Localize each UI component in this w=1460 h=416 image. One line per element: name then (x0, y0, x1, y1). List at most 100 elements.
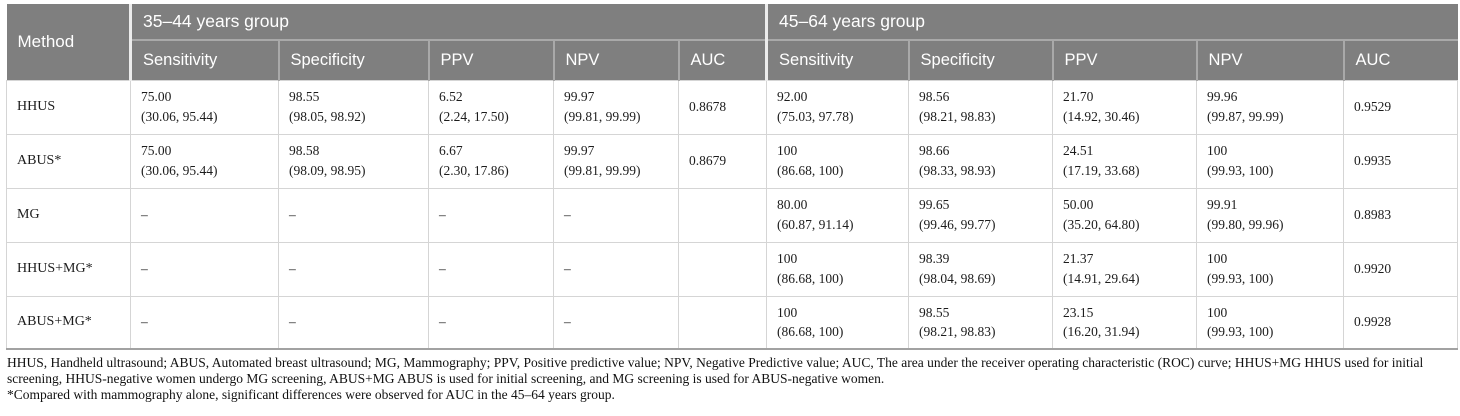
metric-value: 100 (777, 304, 798, 320)
results-table: Method 35–44 years group 45–64 years gro… (6, 4, 1459, 350)
metric-cell: 99.65 (99.46, 99.77) (908, 187, 1054, 243)
metric-value: 0.8983 (1354, 207, 1392, 223)
confidence-interval: (17.19, 33.68) (1063, 163, 1140, 178)
metric-cell: 100 (99.93, 100) (1196, 133, 1345, 189)
col-header-npv-1: NPV (552, 39, 679, 80)
metric-value: 21.37 (1063, 251, 1094, 267)
footnotes: HHUS, Handheld ultrasound; ABUS, Automat… (6, 355, 1457, 404)
metric-cell: 98.55 (98.21, 98.83) (908, 295, 1054, 350)
metric-value: – (141, 207, 148, 223)
metric-cell: 0.8679 (677, 133, 768, 189)
metric-value: – (289, 207, 296, 223)
col-header-specificity-2: Specificity (907, 39, 1053, 80)
confidence-interval: (98.04, 98.69) (919, 271, 996, 286)
metric-cell: 0.8983 (1343, 187, 1459, 243)
metric-value: 0.9935 (1354, 153, 1392, 169)
metric-value: 98.55 (289, 89, 320, 105)
method-cell: ABUS* (6, 133, 131, 189)
metric-cell: 75.00 (30.06, 95.44) (130, 133, 279, 189)
metric-cell: 100 (99.93, 100) (1196, 295, 1345, 350)
col-header-auc-1: AUC (677, 39, 767, 80)
metric-cell: 100 (86.68, 100) (766, 133, 910, 189)
metric-value: 6.52 (439, 89, 463, 105)
confidence-interval: (99.87, 99.99) (1207, 109, 1284, 124)
metric-cell: – (428, 187, 554, 243)
metric-cell (677, 241, 768, 297)
metric-cell (677, 295, 768, 350)
metric-value: – (564, 314, 571, 330)
metric-cell: – (428, 295, 554, 350)
col-header-ppv-1: PPV (427, 39, 554, 80)
metric-cell: 80.00 (60.87, 91.14) (766, 187, 910, 243)
table-header: Method 35–44 years group 45–64 years gro… (6, 4, 1458, 80)
footnote-significance: *Compared with mammography alone, signif… (7, 387, 615, 402)
metric-value: 75.00 (141, 89, 172, 105)
metric-cell: 0.9928 (1343, 295, 1459, 350)
confidence-interval: (98.05, 98.92) (289, 109, 366, 124)
metric-cell: – (553, 295, 679, 350)
metric-value: – (439, 261, 446, 277)
table-body: HHUS 75.00 (30.06, 95.44) 98.55 (98.05, 98.9… (6, 79, 1459, 350)
confidence-interval: (98.21, 98.83) (919, 324, 996, 340)
col-header-ppv-2: PPV (1051, 39, 1197, 80)
metric-cell: 100 (99.93, 100) (1196, 241, 1345, 297)
metric-cell: – (130, 187, 279, 243)
method-column-header: Method (6, 4, 131, 80)
metric-cell: – (428, 241, 554, 297)
metric-cell: 100 (86.68, 100) (766, 295, 910, 350)
table-row: ABUS* 75.00 (30.06, 95.44) 98.58 (98.09, 98.… (6, 133, 1459, 189)
group-header-35-44: 35–44 years group (128, 4, 767, 40)
metric-cell: 99.91 (99.80, 99.96) (1196, 187, 1345, 243)
metric-value: 100 (1207, 143, 1228, 159)
metric-cell: 98.39 (98.04, 98.69) (908, 241, 1054, 297)
metric-value: 50.00 (1063, 197, 1094, 213)
metric-cell: 21.37 (14.91, 29.64) (1052, 241, 1198, 297)
metric-value: 0.9920 (1354, 261, 1392, 277)
metric-value: – (439, 207, 446, 223)
col-header-sensitivity-2: Sensitivity (765, 39, 909, 80)
table-row: HHUS+MG* – – – –100 (86.68, 100) 98.39 (98.04, … (6, 241, 1459, 297)
metric-value: 98.55 (919, 304, 950, 320)
confidence-interval: (60.87, 91.14) (777, 217, 854, 232)
confidence-interval: (2.30, 17.86) (439, 163, 509, 178)
confidence-interval: (99.80, 99.96) (1207, 217, 1284, 232)
metric-value: 0.8679 (689, 153, 727, 169)
metric-cell: 23.15 (16.20, 31.94) (1052, 295, 1198, 350)
metric-cell: 98.66 (98.33, 98.93) (908, 133, 1054, 189)
table-row: MG – – – –80.00 (60.87, 91.14) 99.65 (99.46, 99… (6, 187, 1459, 243)
metric-value: 99.96 (1207, 89, 1238, 105)
metric-cell: 6.52 (2.24, 17.50) (428, 79, 554, 135)
col-header-specificity-1: Specificity (277, 39, 429, 80)
metric-cell: – (278, 187, 429, 243)
metric-value: 98.66 (919, 143, 950, 159)
metric-value: 98.58 (289, 143, 320, 159)
metric-cell: 75.00 (30.06, 95.44) (130, 79, 279, 135)
confidence-interval: (16.20, 31.94) (1063, 324, 1140, 340)
method-cell: MG (6, 187, 131, 243)
metric-cell: 98.56 (98.21, 98.83) (908, 79, 1054, 135)
group-header-45-64: 45–64 years group (765, 4, 1458, 40)
metric-value: 0.9529 (1354, 99, 1392, 115)
metric-cell: 0.9920 (1343, 241, 1459, 297)
confidence-interval: (35.20, 64.80) (1063, 217, 1140, 232)
metric-value: 99.65 (919, 197, 950, 213)
metric-value: 92.00 (777, 89, 808, 105)
metric-cell: – (130, 295, 279, 350)
metric-value: 100 (777, 143, 798, 159)
metric-value: 100 (1207, 251, 1228, 267)
metric-value: 0.8678 (689, 99, 727, 115)
confidence-interval: (86.68, 100) (777, 163, 844, 178)
method-cell: HHUS (6, 79, 131, 135)
confidence-interval: (30.06, 95.44) (141, 109, 218, 124)
metric-value: – (289, 314, 296, 330)
metric-value: 75.00 (141, 143, 172, 159)
footnote-abbreviations: HHUS, Handheld ultrasound; ABUS, Automat… (7, 354, 1424, 386)
metric-value: 24.51 (1063, 143, 1094, 159)
metric-cell: – (278, 295, 429, 350)
metric-cell: 98.55 (98.05, 98.92) (278, 79, 429, 135)
metric-value: 99.97 (564, 89, 595, 105)
col-header-sensitivity-1: Sensitivity (129, 39, 279, 80)
confidence-interval: (99.93, 100) (1207, 271, 1274, 286)
confidence-interval: (99.93, 100) (1207, 324, 1274, 340)
